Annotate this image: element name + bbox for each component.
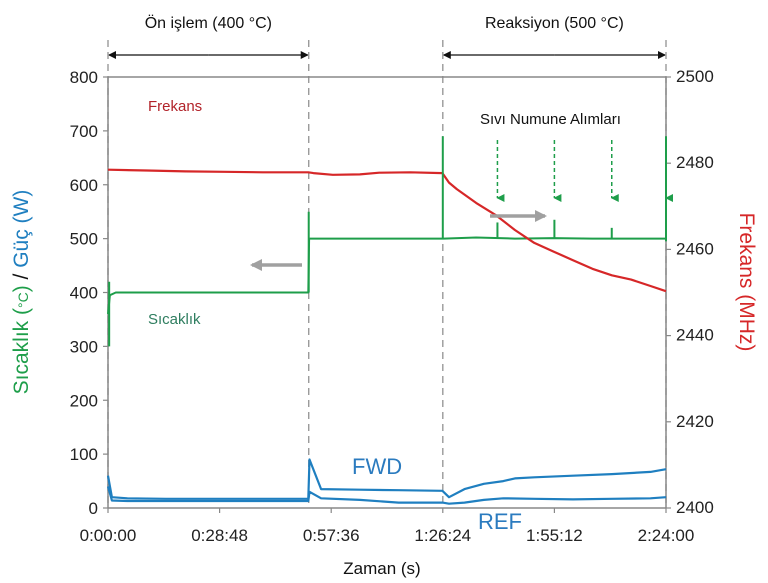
series-lines: [106, 136, 667, 505]
y-left-tick-label: 100: [70, 445, 98, 464]
y-left-tick-label: 0: [89, 499, 98, 518]
series-line-ref: [106, 486, 667, 505]
x-tick-label: 1:55:12: [526, 526, 583, 545]
y-left-tick-label: 700: [70, 122, 98, 141]
series-line-frekans: [107, 168, 667, 293]
y-axis-left-label: Sıcaklık (°C) / Güç (W): [10, 190, 33, 395]
y-left-tick-label: 500: [70, 230, 98, 249]
y-left-tick-label: 300: [70, 337, 98, 356]
annotation-sicaklik: Sıcaklık: [148, 311, 201, 328]
y-axis-left-label-part-0: Sıcaklık (: [10, 308, 33, 394]
y-axis-left-label-part-3: /: [10, 268, 33, 280]
y-axis-left-label-part-2: ): [10, 279, 33, 292]
annotation-frekans: Frekans: [148, 98, 202, 115]
y-right-tick-label: 2440: [676, 326, 714, 345]
y-left-tick-label: 400: [70, 284, 98, 303]
y-right-tick-label: 2460: [676, 239, 714, 258]
y-left-tick-label: 200: [70, 391, 98, 410]
x-tick-label: 0:00:00: [80, 526, 137, 545]
phase-0-label: Ön işlem (400 °C): [145, 14, 272, 32]
series-line-sıcaklık: [107, 236, 666, 315]
x-tick-label: 2:24:00: [638, 526, 695, 545]
phase-1-label: Reaksiyon (500 °C): [485, 15, 624, 32]
sampling-arrows: [496, 140, 673, 202]
x-tick-label: 0:57:36: [303, 526, 360, 545]
y-axis-left-label-part-1: °C: [15, 292, 31, 308]
x-tick-label: 1:26:24: [414, 526, 471, 545]
annotation-ref: REF: [478, 509, 522, 534]
y-right-tick-label: 2480: [676, 153, 714, 172]
y-right-tick-label: 2500: [676, 67, 714, 86]
y-right-tick-label: 2400: [676, 498, 714, 517]
y-axis-left-label-part-4: Güç (W): [10, 190, 33, 268]
y-right-tick-label: 2420: [676, 412, 714, 431]
phase-annotations: Ön işlem (400 °C) Reaksiyon (500 °C): [108, 14, 666, 59]
x-axis-label: Zaman (s): [343, 559, 420, 578]
y-left-tick-label: 600: [70, 176, 98, 195]
annotation-fwd: FWD: [352, 454, 402, 479]
y-axis-right-label: Frekans (MHz): [735, 213, 758, 352]
series-line-fwd: [106, 458, 667, 500]
y-left-tick-label: 800: [70, 68, 98, 87]
x-tick-label: 0:28:48: [191, 526, 248, 545]
annotation-sampling: Sıvı Numune Alımları: [480, 111, 621, 128]
